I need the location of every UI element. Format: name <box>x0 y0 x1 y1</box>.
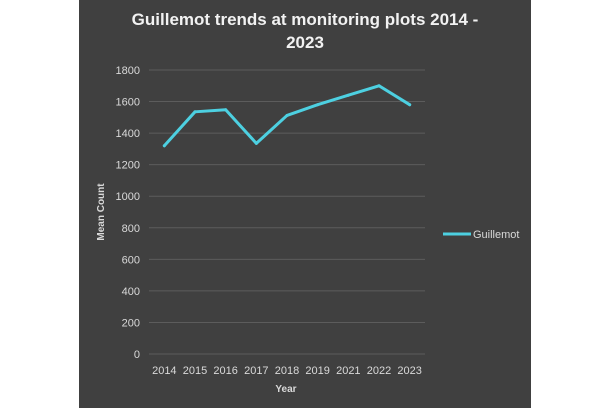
chart-title-line-2: 2023 <box>286 33 324 52</box>
y-axis-ticks: 0 200 400 600 800 1000 1200 1400 1600 1800 <box>116 65 140 361</box>
x-tick-label: 2017 <box>244 365 268 377</box>
x-axis-ticks: 2014 2015 2016 2017 2018 2019 2021 2022 2023 <box>152 365 422 377</box>
legend: Guillemot <box>443 229 519 241</box>
y-tick-label: 1400 <box>116 128 140 140</box>
legend-label: Guillemot <box>473 229 519 241</box>
y-tick-label: 1600 <box>116 97 140 109</box>
x-tick-label: 2015 <box>183 365 207 377</box>
series-layer <box>162 84 412 148</box>
chart-panel: Guillemot trends at monitoring plots 201… <box>79 0 531 408</box>
y-tick-label: 800 <box>122 223 140 235</box>
data-point <box>162 144 166 148</box>
y-tick-label: 0 <box>134 349 140 361</box>
x-tick-label: 2019 <box>305 365 329 377</box>
y-axis-title: Mean Count <box>96 183 107 241</box>
data-point <box>346 93 350 97</box>
x-tick-label: 2023 <box>397 365 421 377</box>
y-tick-label: 1000 <box>116 191 140 203</box>
data-point <box>193 110 197 114</box>
chart-title: Guillemot trends at monitoring plots 201… <box>79 8 531 54</box>
y-tick-label: 600 <box>122 254 140 266</box>
chart-title-line-1: Guillemot trends at monitoring plots 201… <box>131 10 479 29</box>
x-tick-label: 2016 <box>213 365 237 377</box>
x-tick-label: 2014 <box>152 365 176 377</box>
data-point <box>224 108 228 112</box>
gridlines <box>149 69 425 355</box>
y-tick-label: 1200 <box>116 160 140 172</box>
x-axis-title: Year <box>275 384 296 395</box>
data-point <box>408 103 412 107</box>
y-tick-label: 400 <box>122 286 140 298</box>
data-point <box>316 103 320 107</box>
y-tick-label: 200 <box>122 317 140 329</box>
x-tick-label: 2018 <box>275 365 299 377</box>
y-tick-label: 1800 <box>116 65 140 77</box>
data-point <box>377 84 381 88</box>
data-point <box>285 113 289 117</box>
x-tick-label: 2021 <box>336 365 360 377</box>
x-tick-label: 2022 <box>367 365 391 377</box>
data-point <box>254 141 258 145</box>
